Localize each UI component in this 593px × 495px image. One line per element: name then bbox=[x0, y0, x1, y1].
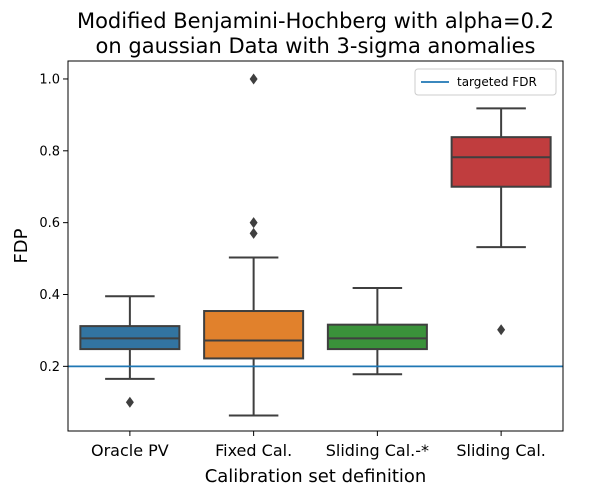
outlier-point bbox=[249, 73, 258, 85]
box-iqr bbox=[203, 310, 305, 360]
box-1 bbox=[203, 73, 305, 417]
x-axis: Oracle PV Fixed Cal. Sliding Cal.-* Sliding… bbox=[91, 431, 546, 460]
x-tick-label: Sliding Cal. bbox=[456, 441, 546, 460]
plot-frame bbox=[67, 60, 564, 432]
box-0 bbox=[79, 295, 181, 408]
outlier-point bbox=[125, 396, 134, 408]
outlier-point bbox=[497, 324, 506, 336]
legend-box bbox=[414, 68, 557, 96]
chart-title: Modified Benjamini-Hochberg with alpha=0… bbox=[77, 9, 554, 58]
legend-label: targeted FDR bbox=[457, 75, 537, 89]
y-tick-label: 0.2 bbox=[39, 360, 60, 375]
outlier-point bbox=[249, 217, 258, 229]
plot-area bbox=[67, 60, 564, 432]
y-tick-label: 1.0 bbox=[39, 72, 60, 87]
chart-title-line: Modified Benjamini-Hochberg with alpha=0… bbox=[77, 9, 554, 33]
y-axis: 0.2 0.4 0.6 0.8 1.0 bbox=[39, 72, 68, 375]
box-iqr bbox=[450, 136, 552, 188]
y-tick-label: 0.4 bbox=[39, 288, 60, 303]
chart-title-line: on gaussian Data with 3-sigma anomalies bbox=[96, 34, 536, 58]
y-tick-label: 0.6 bbox=[39, 216, 60, 231]
x-tick-label: Oracle PV bbox=[91, 441, 169, 460]
box-iqr bbox=[326, 323, 428, 351]
x-tick-label: Fixed Cal. bbox=[215, 441, 292, 460]
legend: targeted FDR bbox=[414, 68, 557, 96]
outlier-point bbox=[249, 227, 258, 239]
box-2 bbox=[326, 287, 428, 376]
y-tick-label: 0.8 bbox=[39, 144, 60, 159]
y-axis-label: FDP bbox=[11, 228, 32, 263]
box-3 bbox=[450, 107, 552, 336]
x-axis-label: Calibration set definition bbox=[205, 466, 427, 487]
x-tick-label: Sliding Cal.-* bbox=[326, 441, 429, 460]
